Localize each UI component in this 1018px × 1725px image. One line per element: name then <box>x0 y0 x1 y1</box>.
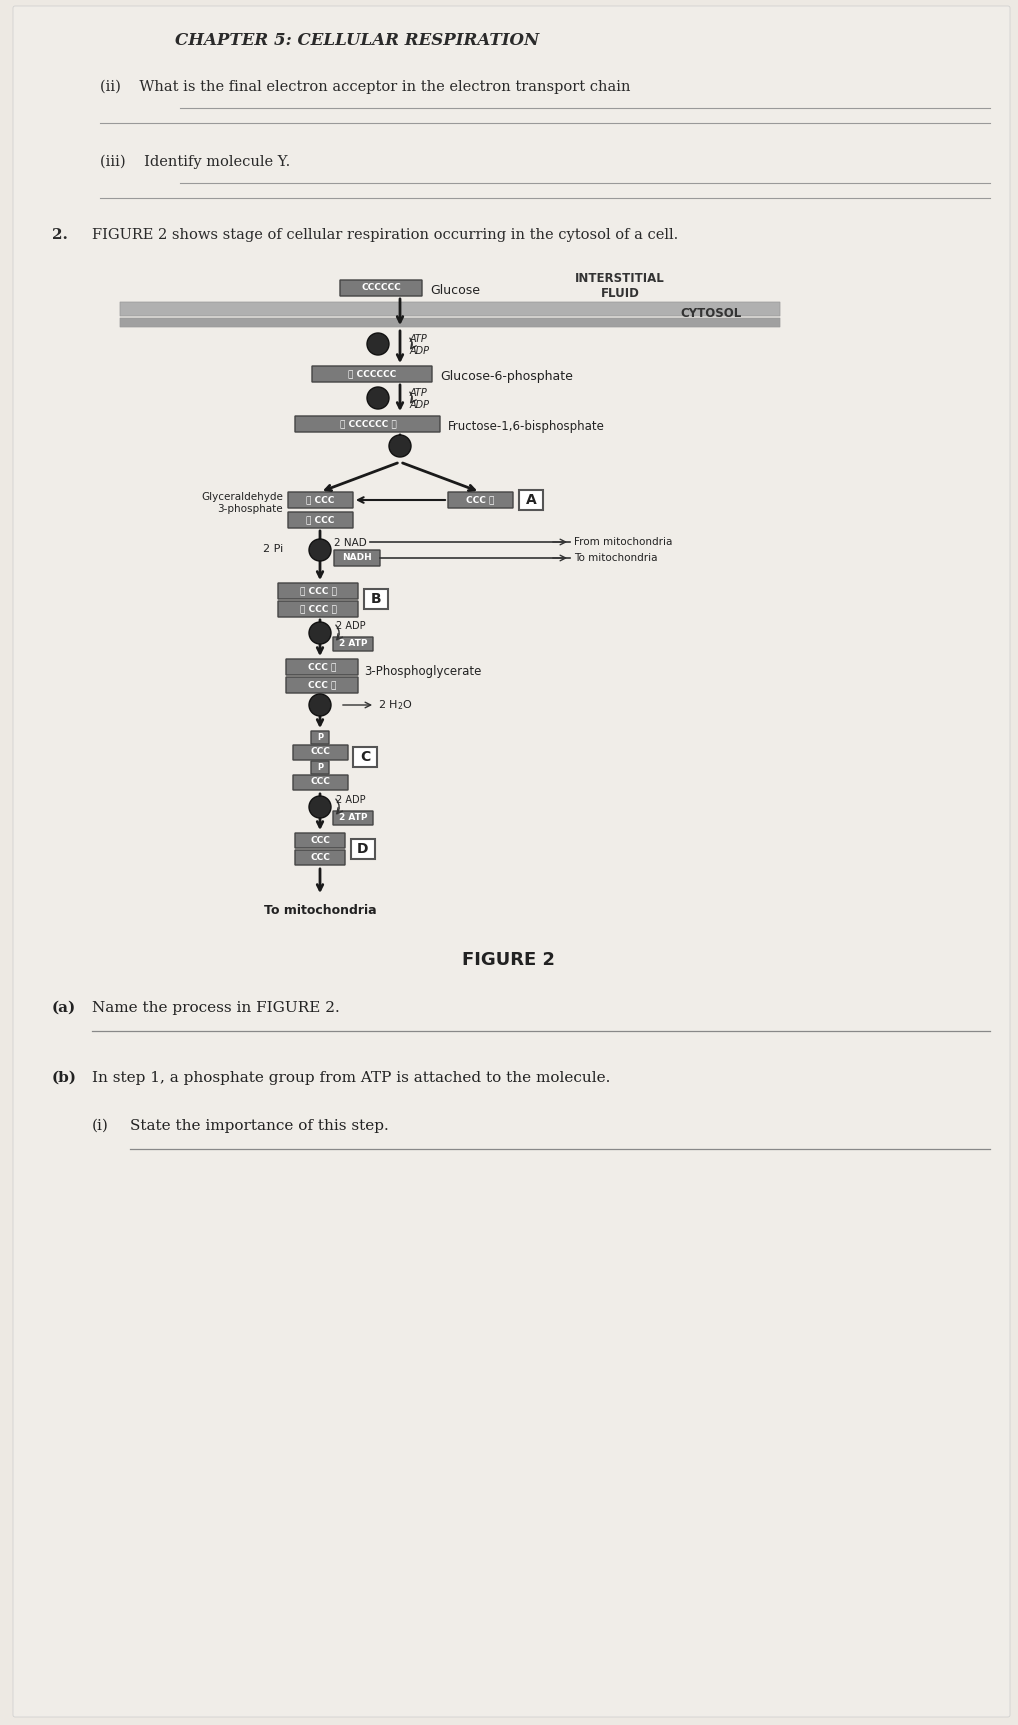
Text: 2 ADP: 2 ADP <box>336 795 365 806</box>
Text: 2 Pi: 2 Pi <box>263 543 283 554</box>
Text: Ⓟ CCC: Ⓟ CCC <box>305 516 334 524</box>
FancyBboxPatch shape <box>286 659 358 674</box>
FancyBboxPatch shape <box>288 512 353 528</box>
Text: 2 ATP: 2 ATP <box>339 640 367 649</box>
FancyBboxPatch shape <box>312 761 329 775</box>
FancyBboxPatch shape <box>278 600 358 618</box>
FancyBboxPatch shape <box>295 416 440 431</box>
FancyBboxPatch shape <box>519 490 543 511</box>
Text: 3: 3 <box>396 440 404 452</box>
Text: (a): (a) <box>52 1000 76 1014</box>
Circle shape <box>367 333 389 355</box>
Text: CCCCCC: CCCCCC <box>361 283 401 293</box>
FancyBboxPatch shape <box>351 838 375 859</box>
FancyBboxPatch shape <box>333 637 373 650</box>
Text: CHAPTER 5: CELLULAR RESPIRATION: CHAPTER 5: CELLULAR RESPIRATION <box>175 33 540 48</box>
FancyBboxPatch shape <box>295 850 345 864</box>
Text: (i): (i) <box>92 1120 109 1133</box>
Text: From mitochondria: From mitochondria <box>574 536 672 547</box>
Text: P: P <box>317 733 323 742</box>
Text: A: A <box>525 493 536 507</box>
Text: (iii)    Identify molecule Y.: (iii) Identify molecule Y. <box>100 155 290 169</box>
Text: ADP: ADP <box>410 347 430 355</box>
FancyBboxPatch shape <box>286 676 358 693</box>
FancyBboxPatch shape <box>288 492 353 507</box>
Circle shape <box>309 693 331 716</box>
FancyBboxPatch shape <box>364 588 388 609</box>
Text: To mitochondria: To mitochondria <box>574 554 658 562</box>
Circle shape <box>389 435 411 457</box>
Text: 2 ADP: 2 ADP <box>336 621 365 631</box>
Text: Ⓟ CCC Ⓟ: Ⓟ CCC Ⓟ <box>299 586 336 595</box>
FancyBboxPatch shape <box>353 747 377 768</box>
Circle shape <box>309 538 331 561</box>
Text: B: B <box>371 592 382 605</box>
Text: NADH: NADH <box>342 554 372 562</box>
Text: FIGURE 2 shows stage of cellular respiration occurring in the cytosol of a cell.: FIGURE 2 shows stage of cellular respira… <box>92 228 678 242</box>
Text: 3-Phosphoglycerate: 3-Phosphoglycerate <box>364 664 482 678</box>
Text: CCC: CCC <box>310 747 330 757</box>
Text: ATP: ATP <box>410 335 428 343</box>
FancyBboxPatch shape <box>293 745 348 761</box>
Text: ATP: ATP <box>410 388 428 398</box>
Text: 2 H$_2$O: 2 H$_2$O <box>378 699 412 712</box>
Text: C: C <box>360 750 371 764</box>
Text: FLUID: FLUID <box>601 286 639 300</box>
FancyBboxPatch shape <box>278 583 358 599</box>
Text: Ⓟ CCC Ⓟ: Ⓟ CCC Ⓟ <box>299 604 336 614</box>
FancyBboxPatch shape <box>448 492 513 507</box>
Text: D: D <box>357 842 369 856</box>
FancyBboxPatch shape <box>334 550 380 566</box>
Text: Glucose: Glucose <box>430 285 480 297</box>
Text: Glyceraldehyde
3-phosphate: Glyceraldehyde 3-phosphate <box>202 492 283 514</box>
Text: 4: 4 <box>316 543 324 557</box>
Text: Ⓟ CCCCCC: Ⓟ CCCCCC <box>348 369 396 378</box>
Text: CCC: CCC <box>310 837 330 845</box>
FancyBboxPatch shape <box>333 811 373 825</box>
Text: CCC Ⓟ: CCC Ⓟ <box>307 680 336 690</box>
Text: 2 ATP: 2 ATP <box>339 814 367 823</box>
FancyBboxPatch shape <box>293 775 348 790</box>
FancyBboxPatch shape <box>13 5 1010 1716</box>
Text: CCC Ⓟ: CCC Ⓟ <box>307 662 336 671</box>
Text: State the importance of this step.: State the importance of this step. <box>130 1120 389 1133</box>
FancyBboxPatch shape <box>295 833 345 849</box>
Text: FIGURE 2: FIGURE 2 <box>462 950 556 969</box>
Text: ADP: ADP <box>410 400 430 411</box>
Text: 2.: 2. <box>52 228 68 242</box>
Text: In step 1, a phosphate group from ATP is attached to the molecule.: In step 1, a phosphate group from ATP is… <box>92 1071 611 1085</box>
Text: INTERSTITIAL: INTERSTITIAL <box>575 273 665 285</box>
FancyBboxPatch shape <box>120 317 780 328</box>
Text: 2 NAD: 2 NAD <box>334 538 366 549</box>
Text: Name the process in FIGURE 2.: Name the process in FIGURE 2. <box>92 1000 340 1014</box>
Text: 6: 6 <box>316 699 324 711</box>
FancyBboxPatch shape <box>312 731 329 743</box>
FancyBboxPatch shape <box>340 279 422 297</box>
Text: CCC: CCC <box>310 778 330 787</box>
Text: Glucose-6-phosphate: Glucose-6-phosphate <box>440 369 573 383</box>
Text: (b): (b) <box>52 1071 77 1085</box>
Text: P: P <box>317 764 323 773</box>
Text: Ⓟ CCCCCC Ⓟ: Ⓟ CCCCCC Ⓟ <box>340 419 396 428</box>
Circle shape <box>309 623 331 643</box>
Text: To mitochondria: To mitochondria <box>264 904 377 918</box>
Text: CYTOSOL: CYTOSOL <box>680 307 741 321</box>
Text: 7: 7 <box>316 800 324 814</box>
Circle shape <box>367 386 389 409</box>
Circle shape <box>309 795 331 818</box>
Text: (ii)    What is the final electron acceptor in the electron transport chain: (ii) What is the final electron acceptor… <box>100 79 630 95</box>
FancyBboxPatch shape <box>120 302 780 316</box>
FancyBboxPatch shape <box>312 366 432 381</box>
Text: CCC: CCC <box>310 852 330 861</box>
Text: Ⓟ CCC: Ⓟ CCC <box>305 495 334 504</box>
Text: Fructose-1,6-bisphosphate: Fructose-1,6-bisphosphate <box>448 419 605 433</box>
Text: 2: 2 <box>374 392 382 404</box>
Text: 5: 5 <box>316 626 324 640</box>
Text: CCC Ⓟ: CCC Ⓟ <box>466 495 494 504</box>
Text: 1: 1 <box>374 338 382 350</box>
